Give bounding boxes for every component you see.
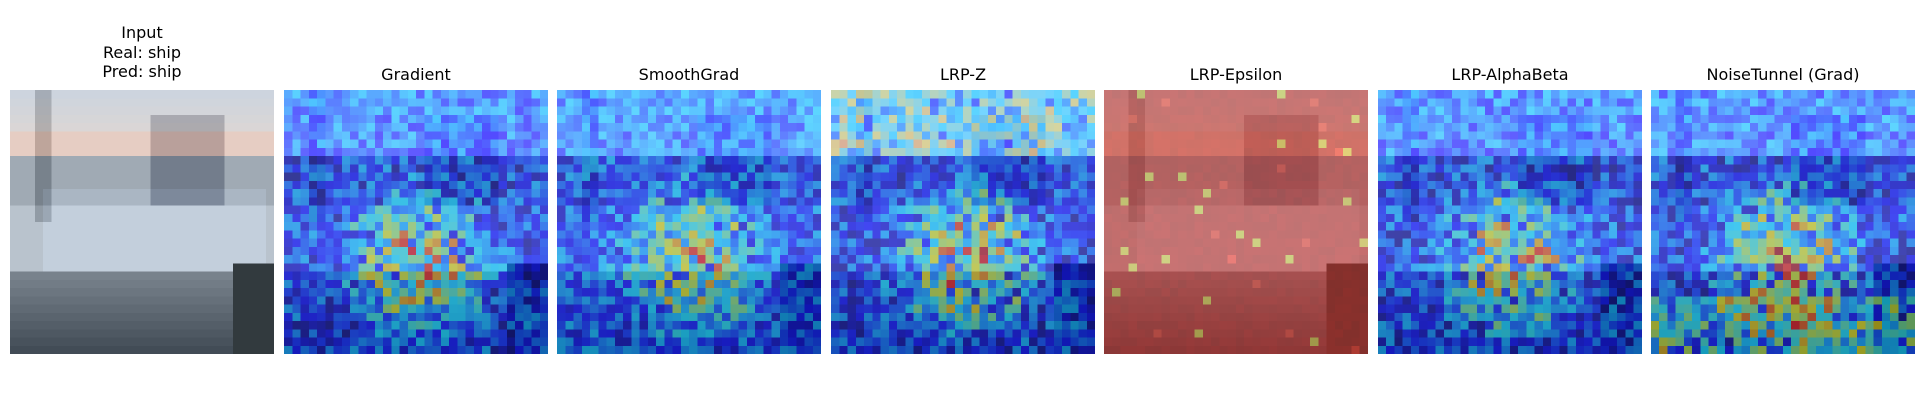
panel-title: LRP-Z — [831, 65, 1095, 85]
heatmap-gradient — [284, 90, 548, 354]
title-noisetunnel-grad: NoiseTunnel (Grad) — [1706, 65, 1860, 84]
title-lrp-alphabeta: LRP-AlphaBeta — [1451, 65, 1569, 84]
heatmap-lrp-epsilon — [1104, 90, 1368, 354]
heatmap-lrp-alphabeta — [1378, 90, 1642, 354]
heatmap-noisetunnel-grad — [1651, 90, 1915, 354]
panel-smoothgrad: SmoothGrad — [557, 0, 821, 400]
panel-title: Gradient — [284, 65, 548, 85]
panel-title: SmoothGrad — [557, 65, 821, 85]
panel-lrp-z: LRP-Z — [831, 0, 1095, 400]
panel-lrp-epsilon: LRP-Epsilon — [1104, 0, 1368, 400]
heatmap-smoothgrad — [557, 90, 821, 354]
title-smoothgrad: SmoothGrad — [638, 65, 740, 84]
panel-lrp-alphabeta: LRP-AlphaBeta — [1378, 0, 1642, 400]
panel-noisetunnel-grad: NoiseTunnel (Grad) — [1651, 0, 1915, 400]
panel-gradient: Gradient — [284, 0, 548, 400]
panel-title: NoiseTunnel (Grad) — [1651, 65, 1915, 85]
title-line-input: Input — [121, 23, 163, 42]
panel-title: LRP-AlphaBeta — [1378, 65, 1642, 85]
title-gradient: Gradient — [381, 65, 451, 84]
panel-title: Input Real: ship Pred: ship — [10, 23, 274, 82]
title-lrp-epsilon: LRP-Epsilon — [1189, 65, 1283, 84]
input-image-ship — [10, 90, 274, 354]
panel-title: LRP-Epsilon — [1104, 65, 1368, 85]
panel-input: Input Real: ship Pred: ship — [10, 0, 274, 400]
title-lrp-z: LRP-Z — [939, 65, 987, 84]
heatmap-lrp-z — [831, 90, 1095, 354]
title-line-pred-label: Pred: ship — [102, 62, 182, 81]
title-line-real-label: Real: ship — [102, 42, 182, 62]
